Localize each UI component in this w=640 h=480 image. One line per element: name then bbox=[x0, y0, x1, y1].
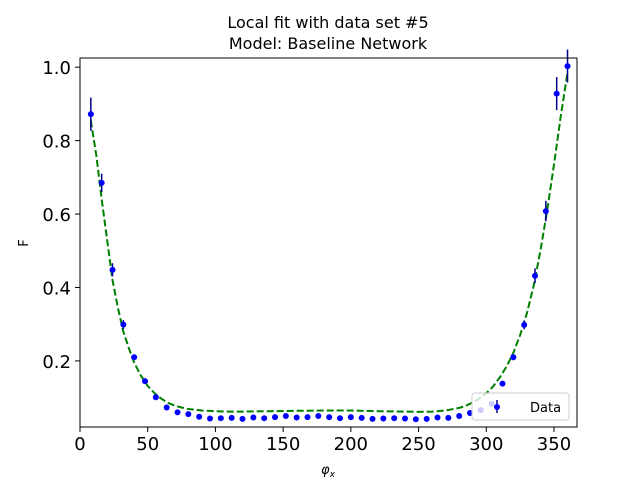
data-point bbox=[532, 272, 539, 279]
legend: Data bbox=[471, 392, 570, 421]
data-point bbox=[152, 394, 159, 401]
data-point bbox=[304, 414, 311, 421]
x-tick-label: 0 bbox=[74, 434, 85, 455]
x-tick-label: 150 bbox=[266, 434, 300, 455]
data-point bbox=[412, 416, 419, 423]
data-point bbox=[228, 414, 235, 421]
data-point bbox=[142, 378, 149, 385]
x-tick-label: 50 bbox=[136, 434, 159, 455]
y-tick-label: 0.6 bbox=[42, 205, 71, 226]
data-point bbox=[282, 412, 289, 419]
fit-line-layer bbox=[89, 72, 569, 413]
data-point bbox=[542, 208, 549, 215]
data-point bbox=[358, 414, 365, 421]
fit-line bbox=[89, 72, 569, 413]
data-point bbox=[423, 415, 430, 422]
x-tick-label: 300 bbox=[469, 434, 503, 455]
data-point bbox=[510, 354, 517, 361]
data-point bbox=[109, 266, 116, 273]
data-point bbox=[499, 380, 506, 387]
data-point bbox=[174, 409, 181, 416]
data-point bbox=[250, 414, 257, 421]
x-tick-label: 350 bbox=[537, 434, 571, 455]
data-point bbox=[261, 415, 268, 422]
data-point bbox=[445, 414, 452, 421]
data-point bbox=[196, 413, 203, 420]
y-tick-label: 0.8 bbox=[42, 132, 71, 153]
data-point bbox=[163, 404, 170, 411]
data-point bbox=[87, 111, 94, 118]
data-point bbox=[521, 321, 528, 328]
x-axis-label-subscript: x bbox=[329, 470, 336, 480]
legend-marker-swatch bbox=[494, 404, 500, 410]
data-point bbox=[326, 414, 333, 421]
chart-title: Local fit with data set #5 bbox=[227, 13, 428, 32]
data-point bbox=[553, 90, 560, 97]
x-axis-label: φx bbox=[321, 463, 336, 480]
data-points-layer bbox=[87, 49, 571, 423]
data-point bbox=[217, 415, 224, 422]
data-point bbox=[391, 415, 398, 422]
x-tick-label: 200 bbox=[334, 434, 368, 455]
x-axis-label-main: φ bbox=[321, 463, 330, 478]
x-axis-ticks: 0 50 100 150 200 250 300 350 bbox=[74, 427, 571, 455]
x-tick-label: 250 bbox=[401, 434, 435, 455]
y-tick-label: 0.2 bbox=[42, 352, 71, 373]
y-axis-ticks: 0.2 0.4 0.6 0.8 1.0 bbox=[42, 58, 80, 373]
data-point bbox=[293, 414, 300, 421]
data-point bbox=[402, 415, 409, 422]
x-tick-label: 100 bbox=[198, 434, 232, 455]
data-point bbox=[272, 414, 279, 421]
data-point bbox=[564, 63, 571, 70]
legend-box bbox=[471, 392, 570, 421]
y-tick-label: 0.4 bbox=[42, 278, 71, 299]
data-point bbox=[337, 415, 344, 422]
data-point bbox=[98, 179, 105, 186]
data-point bbox=[369, 415, 376, 422]
data-point bbox=[315, 412, 322, 419]
chart-subtitle: Model: Baseline Network bbox=[229, 34, 428, 53]
plot-frame bbox=[79, 57, 578, 428]
y-tick-label: 1.0 bbox=[42, 58, 71, 79]
data-point bbox=[456, 412, 463, 419]
data-point bbox=[347, 414, 354, 421]
plot-area bbox=[87, 49, 571, 423]
data-point bbox=[239, 415, 246, 422]
data-point bbox=[131, 354, 138, 361]
data-point bbox=[120, 321, 127, 328]
data-point bbox=[185, 411, 192, 418]
data-point bbox=[207, 415, 214, 422]
data-point bbox=[380, 415, 387, 422]
data-point bbox=[434, 414, 441, 421]
legend-entry-data: Data bbox=[530, 401, 561, 416]
y-axis-label: F bbox=[17, 239, 32, 246]
